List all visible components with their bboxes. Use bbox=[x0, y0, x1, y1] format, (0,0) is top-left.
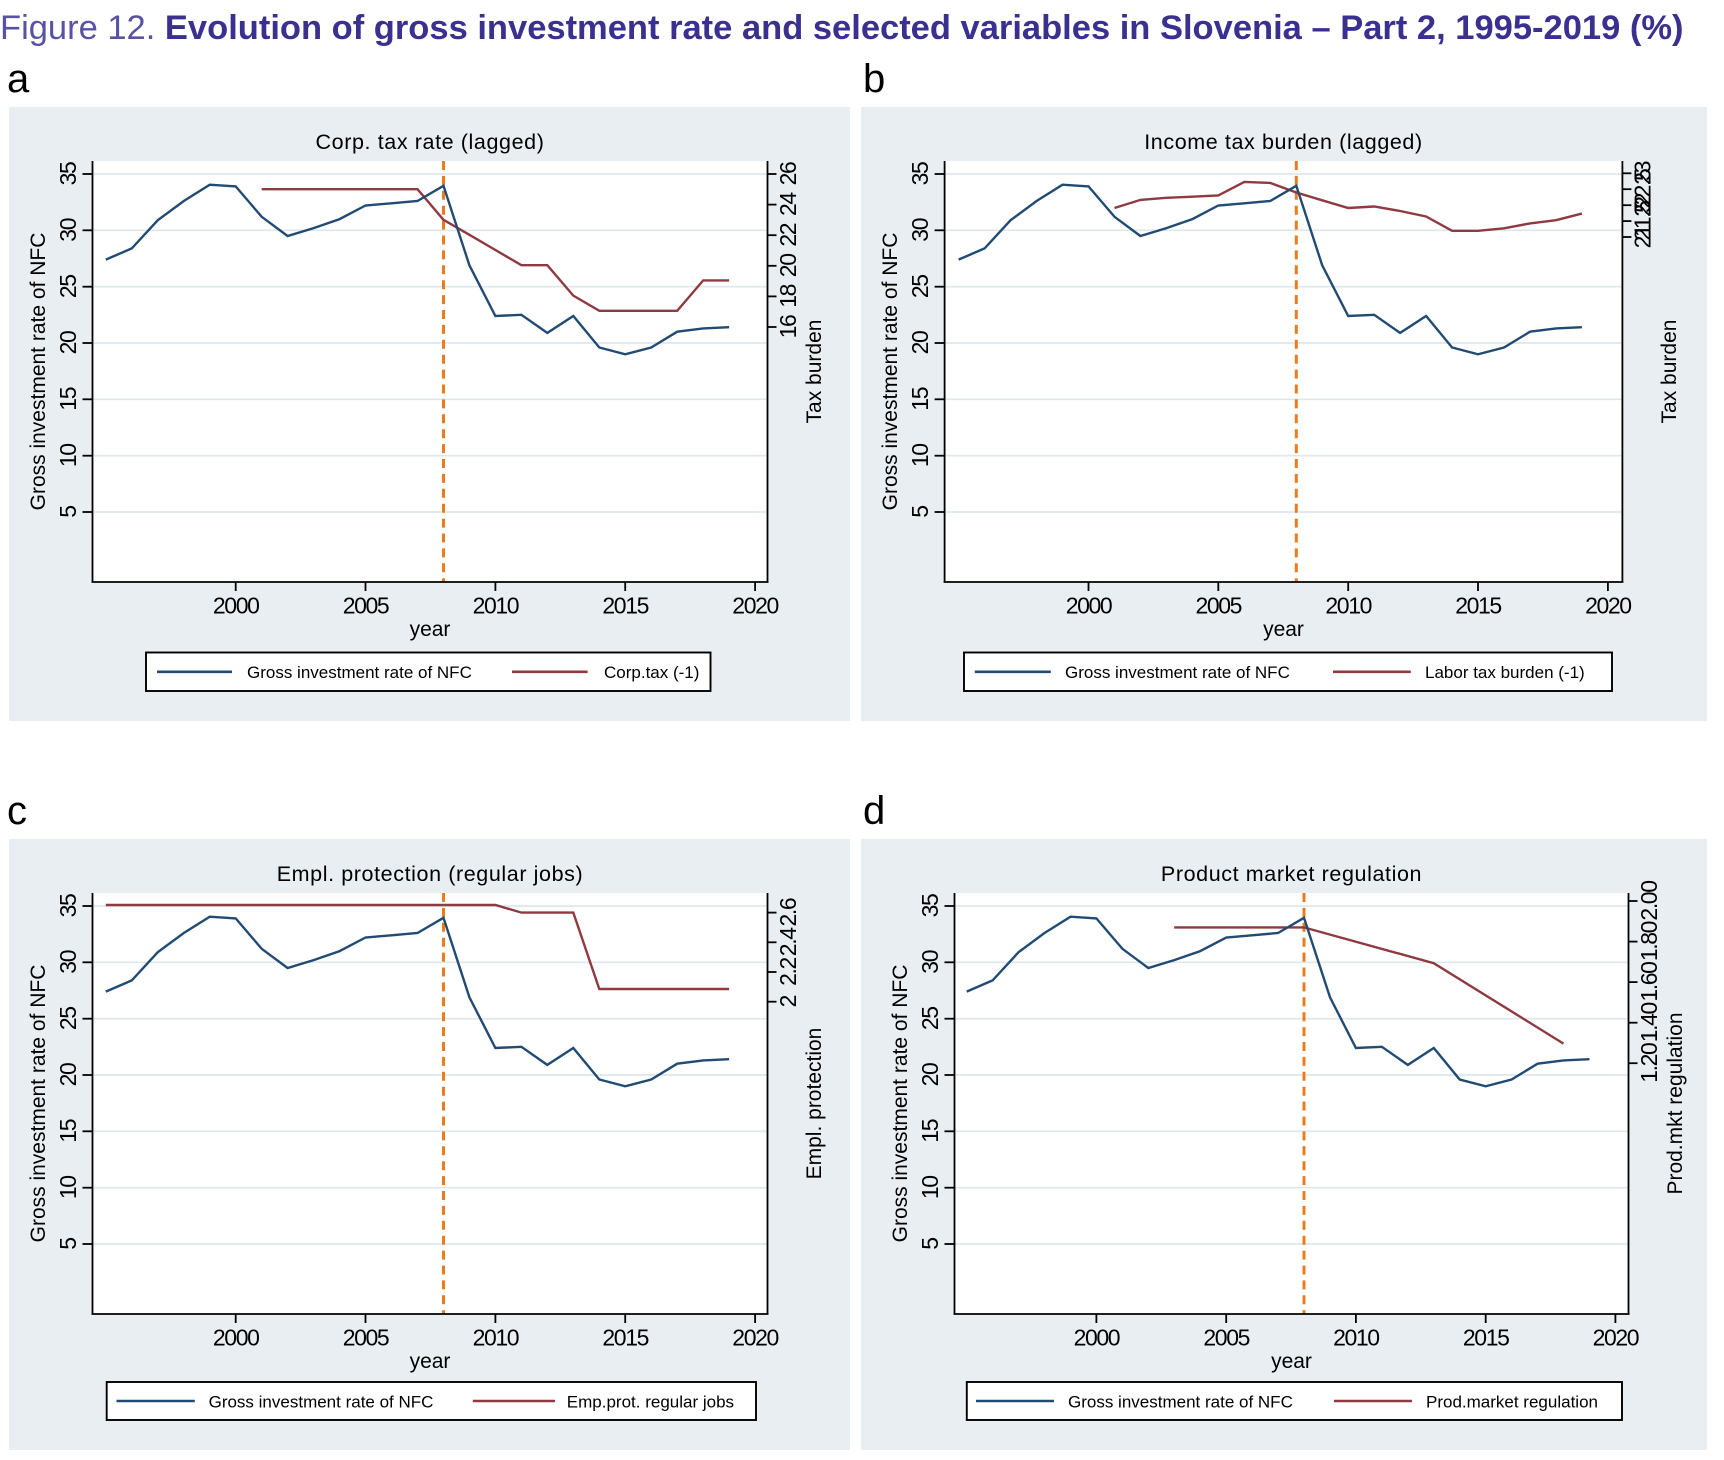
svg-text:Labor tax burden (-1): Labor tax burden (-1) bbox=[1425, 663, 1585, 682]
svg-text:Product market regulation: Product market regulation bbox=[1161, 862, 1422, 886]
svg-text:2.00: 2.00 bbox=[1636, 881, 1662, 921]
svg-text:Empl. protection: Empl. protection bbox=[803, 1028, 826, 1180]
svg-text:2010: 2010 bbox=[473, 593, 519, 619]
svg-text:18: 18 bbox=[775, 284, 801, 307]
svg-text:2015: 2015 bbox=[602, 593, 648, 619]
svg-text:2015: 2015 bbox=[1463, 1325, 1509, 1351]
svg-text:15: 15 bbox=[907, 387, 933, 410]
svg-text:2000: 2000 bbox=[1074, 1325, 1120, 1351]
svg-text:2005: 2005 bbox=[1196, 593, 1242, 619]
svg-text:Gross investment rate of NFC: Gross investment rate of NFC bbox=[209, 1393, 434, 1412]
svg-text:25: 25 bbox=[55, 1007, 81, 1030]
svg-text:2015: 2015 bbox=[602, 1325, 648, 1351]
svg-text:10: 10 bbox=[55, 444, 81, 467]
svg-text:Corp.tax (-1): Corp.tax (-1) bbox=[604, 663, 699, 682]
svg-text:15: 15 bbox=[55, 1119, 81, 1142]
svg-text:2020: 2020 bbox=[1593, 1325, 1639, 1351]
svg-text:30: 30 bbox=[55, 950, 81, 973]
svg-text:22: 22 bbox=[1630, 193, 1656, 216]
svg-text:2010: 2010 bbox=[1333, 1325, 1379, 1351]
svg-text:2015: 2015 bbox=[1455, 593, 1501, 619]
svg-text:1.60: 1.60 bbox=[1636, 962, 1662, 1002]
svg-text:Tax burden: Tax burden bbox=[803, 320, 826, 424]
svg-text:30: 30 bbox=[917, 950, 943, 973]
svg-text:35: 35 bbox=[55, 894, 81, 917]
svg-text:21.5: 21.5 bbox=[1630, 201, 1656, 241]
svg-text:Prod.market regulation: Prod.market regulation bbox=[1426, 1393, 1598, 1412]
svg-text:Empl. protection (regular jobs: Empl. protection (regular jobs) bbox=[277, 862, 584, 886]
svg-text:2005: 2005 bbox=[1203, 1325, 1249, 1351]
svg-text:21: 21 bbox=[1630, 225, 1656, 248]
svg-text:2005: 2005 bbox=[343, 1325, 389, 1351]
svg-text:35: 35 bbox=[55, 162, 81, 185]
svg-text:5: 5 bbox=[55, 506, 81, 518]
svg-text:20: 20 bbox=[55, 331, 81, 354]
svg-text:Gross investment rate of NFC: Gross investment rate of NFC bbox=[889, 965, 912, 1243]
svg-text:Corp. tax rate (lagged): Corp. tax rate (lagged) bbox=[316, 130, 545, 154]
svg-text:24: 24 bbox=[775, 192, 801, 216]
svg-text:Income tax burden (lagged): Income tax burden (lagged) bbox=[1144, 130, 1423, 154]
svg-text:2.2: 2.2 bbox=[775, 958, 801, 986]
svg-text:5: 5 bbox=[907, 506, 933, 518]
svg-text:22: 22 bbox=[775, 223, 801, 246]
svg-text:26: 26 bbox=[775, 162, 801, 185]
svg-text:2005: 2005 bbox=[343, 593, 389, 619]
svg-text:15: 15 bbox=[917, 1119, 943, 1142]
svg-text:Emp.prot. regular jobs: Emp.prot. regular jobs bbox=[567, 1393, 734, 1412]
svg-text:22.5: 22.5 bbox=[1630, 169, 1656, 209]
svg-text:Gross investment rate of NFC: Gross investment rate of NFC bbox=[247, 663, 472, 682]
svg-text:30: 30 bbox=[907, 218, 933, 241]
svg-text:2020: 2020 bbox=[732, 593, 778, 619]
svg-text:year: year bbox=[1271, 1350, 1312, 1373]
svg-text:20: 20 bbox=[917, 1063, 943, 1086]
svg-text:1.20: 1.20 bbox=[1636, 1043, 1662, 1083]
svg-text:2020: 2020 bbox=[732, 1325, 778, 1351]
svg-text:15: 15 bbox=[55, 387, 81, 410]
svg-text:35: 35 bbox=[917, 894, 943, 917]
svg-text:16: 16 bbox=[775, 315, 801, 338]
svg-text:5: 5 bbox=[55, 1238, 81, 1250]
svg-text:2010: 2010 bbox=[1325, 593, 1371, 619]
svg-text:2: 2 bbox=[775, 995, 801, 1007]
svg-text:2.6: 2.6 bbox=[775, 898, 801, 926]
svg-text:20: 20 bbox=[775, 254, 801, 277]
svg-text:30: 30 bbox=[55, 218, 81, 241]
svg-text:Gross investment rate of NFC: Gross investment rate of NFC bbox=[1065, 663, 1290, 682]
svg-text:10: 10 bbox=[55, 1176, 81, 1199]
svg-text:10: 10 bbox=[907, 444, 933, 467]
svg-text:20: 20 bbox=[55, 1063, 81, 1086]
svg-text:2000: 2000 bbox=[213, 593, 259, 619]
svg-text:25: 25 bbox=[907, 275, 933, 298]
svg-text:1.80: 1.80 bbox=[1636, 921, 1662, 961]
svg-text:10: 10 bbox=[917, 1176, 943, 1199]
svg-text:2.4: 2.4 bbox=[775, 927, 801, 956]
svg-text:23: 23 bbox=[1630, 161, 1656, 184]
svg-text:Prod.mkt regulation: Prod.mkt regulation bbox=[1664, 1012, 1687, 1194]
svg-text:Gross investment rate of NFC: Gross investment rate of NFC bbox=[27, 233, 50, 511]
svg-text:25: 25 bbox=[55, 275, 81, 298]
svg-text:2010: 2010 bbox=[473, 1325, 519, 1351]
svg-text:Gross investment rate of NFC: Gross investment rate of NFC bbox=[1068, 1393, 1293, 1412]
svg-text:2000: 2000 bbox=[213, 1325, 259, 1351]
svg-text:Gross investment rate of NFC: Gross investment rate of NFC bbox=[879, 233, 902, 511]
svg-text:year: year bbox=[410, 618, 451, 641]
svg-text:20: 20 bbox=[907, 331, 933, 354]
svg-text:year: year bbox=[1263, 618, 1304, 641]
svg-text:1.40: 1.40 bbox=[1636, 1003, 1662, 1043]
svg-text:2000: 2000 bbox=[1066, 593, 1112, 619]
svg-text:5: 5 bbox=[917, 1238, 943, 1250]
svg-text:2020: 2020 bbox=[1585, 593, 1631, 619]
svg-text:35: 35 bbox=[907, 162, 933, 185]
svg-text:year: year bbox=[410, 1350, 451, 1373]
svg-text:25: 25 bbox=[917, 1007, 943, 1030]
svg-text:Tax burden: Tax burden bbox=[1658, 320, 1681, 424]
svg-text:Gross investment rate of NFC: Gross investment rate of NFC bbox=[27, 965, 50, 1243]
